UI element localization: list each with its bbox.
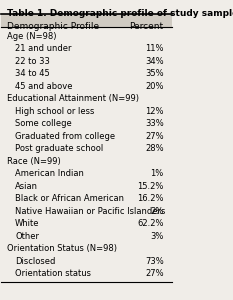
Text: American Indian: American Indian <box>15 169 84 178</box>
Text: 35%: 35% <box>145 70 164 79</box>
Text: 28%: 28% <box>145 144 164 153</box>
Text: 12%: 12% <box>145 107 164 116</box>
Text: 45 and above: 45 and above <box>15 82 72 91</box>
Text: Asian: Asian <box>15 182 38 191</box>
Text: 34%: 34% <box>145 57 164 66</box>
Text: 11%: 11% <box>145 44 164 53</box>
Text: 73%: 73% <box>145 257 164 266</box>
Text: 62.2%: 62.2% <box>137 219 164 228</box>
Text: 34 to 45: 34 to 45 <box>15 70 50 79</box>
Text: 27%: 27% <box>145 132 164 141</box>
Text: High school or less: High school or less <box>15 107 94 116</box>
Bar <box>1 14 172 27</box>
Text: 20%: 20% <box>145 82 164 91</box>
Text: 3%: 3% <box>150 232 164 241</box>
Text: Percent: Percent <box>130 22 164 31</box>
Text: 27%: 27% <box>145 269 164 278</box>
Text: Black or African American: Black or African American <box>15 194 124 203</box>
Text: Post graduate school: Post graduate school <box>15 144 103 153</box>
Text: 33%: 33% <box>145 119 164 128</box>
Text: 22 to 33: 22 to 33 <box>15 57 50 66</box>
Text: Some college: Some college <box>15 119 72 128</box>
Text: Table 1. Demographic profile of study sample.: Table 1. Demographic profile of study sa… <box>7 9 233 18</box>
Text: 2%: 2% <box>150 207 164 216</box>
Text: 21 and under: 21 and under <box>15 44 72 53</box>
Text: Native Hawaiian or Pacific Islanders: Native Hawaiian or Pacific Islanders <box>15 207 165 216</box>
Text: White: White <box>15 219 40 228</box>
Text: Demographic Profile: Demographic Profile <box>7 22 99 31</box>
Text: Other: Other <box>15 232 39 241</box>
Text: Disclosed: Disclosed <box>15 257 55 266</box>
Text: Graduated from college: Graduated from college <box>15 132 115 141</box>
Text: Educational Attainment (N=99): Educational Attainment (N=99) <box>7 94 138 103</box>
Text: 15.2%: 15.2% <box>137 182 164 191</box>
Text: Age (N=98): Age (N=98) <box>7 32 56 41</box>
Text: 16.2%: 16.2% <box>137 194 164 203</box>
Text: Orientation status: Orientation status <box>15 269 91 278</box>
Text: 1%: 1% <box>150 169 164 178</box>
Text: Orientation Status (N=98): Orientation Status (N=98) <box>7 244 116 253</box>
Text: Race (N=99): Race (N=99) <box>7 157 60 166</box>
